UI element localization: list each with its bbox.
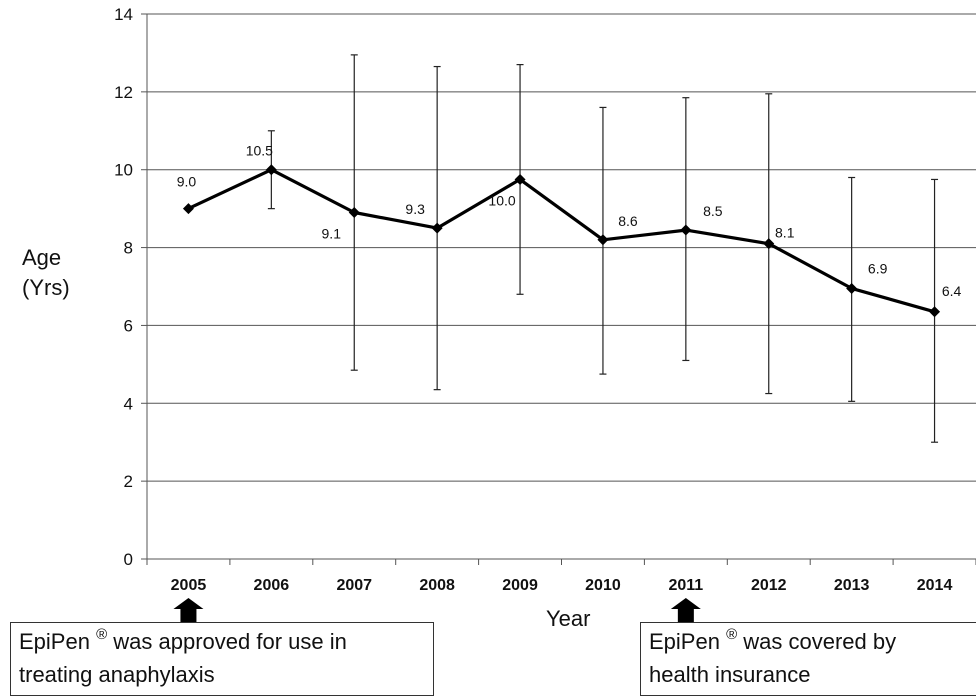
- data-point: [763, 238, 775, 250]
- data-label: 6.4: [942, 283, 962, 299]
- data-point: [265, 164, 277, 176]
- annotation-insurance-brand: EpiPen: [649, 629, 720, 654]
- x-tick-label: 2012: [751, 577, 787, 594]
- data-label: 8.6: [618, 213, 638, 229]
- data-point: [597, 234, 609, 246]
- arrow-icon: [670, 598, 701, 622]
- y-axis-title-line-1: Age: [22, 245, 62, 270]
- data-points: [182, 164, 941, 318]
- y-tick-label: 14: [114, 5, 133, 24]
- y-tick-label: 8: [124, 239, 133, 258]
- series-polyline: [187, 168, 936, 314]
- y-tick-label: 12: [114, 83, 133, 102]
- y-axis: 0 2 4 6 8 10 12 14: [114, 5, 148, 569]
- data-label: 10.0: [488, 192, 515, 208]
- y-tick-label: 10: [114, 161, 133, 180]
- y-axis-title-line-2: (Yrs): [22, 275, 70, 300]
- gridlines: [147, 13, 976, 560]
- error-bars: [267, 54, 939, 443]
- x-tick-label: 2006: [254, 577, 290, 594]
- data-point: [846, 282, 858, 294]
- x-tick-label: 2013: [834, 577, 870, 594]
- x-axis: 2005 2006 2007 2008 2009 2010 2011 2012 2013 2014: [146, 559, 976, 594]
- data-point: [514, 173, 526, 185]
- data-label: 8.1: [775, 225, 795, 241]
- annotation-insurance-text: was covered by: [743, 629, 897, 654]
- data-label: 9.3: [405, 201, 425, 217]
- data-point: [348, 207, 360, 219]
- data-label: 9.1: [322, 226, 342, 242]
- data-labels: 9.0 10.5 9.1 9.3 10.0 8.6 8.5 8.1 6.9 6.4: [177, 143, 962, 299]
- data-point: [431, 222, 443, 234]
- x-tick-label: 2014: [917, 577, 953, 594]
- data-point: [182, 203, 194, 215]
- annotation-approval-text: was approved for use in: [113, 629, 347, 654]
- x-tick-label: 2011: [668, 577, 703, 594]
- annotation-approval-brand: EpiPen: [19, 629, 90, 654]
- y-axis-title: Age (Yrs): [22, 243, 70, 303]
- data-point: [680, 224, 692, 236]
- data-point: [929, 306, 941, 318]
- data-label: 6.9: [868, 260, 888, 276]
- registered-mark: ®: [96, 625, 108, 643]
- arrow-icon: [173, 598, 204, 622]
- x-axis-title: Year: [546, 606, 591, 631]
- registered-mark: ®: [726, 625, 738, 643]
- annotation-insurance: EpiPen ® was covered by health insurance: [640, 622, 976, 696]
- annotation-approval-line-1: EpiPen ® was approved for use in: [19, 625, 425, 658]
- annotation-insurance-line-1: EpiPen ® was covered by: [649, 625, 968, 658]
- annotation-approval-line-2: treating anaphylaxis: [19, 662, 215, 687]
- annotation-approval: EpiPen ® was approved for use in treatin…: [10, 622, 434, 696]
- data-label: 10.5: [246, 143, 273, 159]
- x-tick-label: 2009: [502, 577, 538, 594]
- x-tick-label: 2005: [171, 577, 207, 594]
- y-tick-label: 4: [124, 394, 133, 413]
- x-tick-label: 2008: [419, 577, 455, 594]
- annotation-insurance-line-2: health insurance: [649, 662, 811, 687]
- series-line: [187, 168, 936, 314]
- annotation-arrows: [173, 598, 701, 622]
- y-tick-label: 2: [124, 472, 133, 491]
- x-tick-label: 2010: [585, 577, 621, 594]
- data-label: 8.5: [703, 203, 723, 219]
- x-tick-label: 2007: [336, 577, 372, 594]
- y-tick-label: 0: [124, 550, 133, 569]
- data-label: 9.0: [177, 174, 197, 190]
- y-tick-label: 6: [124, 316, 133, 335]
